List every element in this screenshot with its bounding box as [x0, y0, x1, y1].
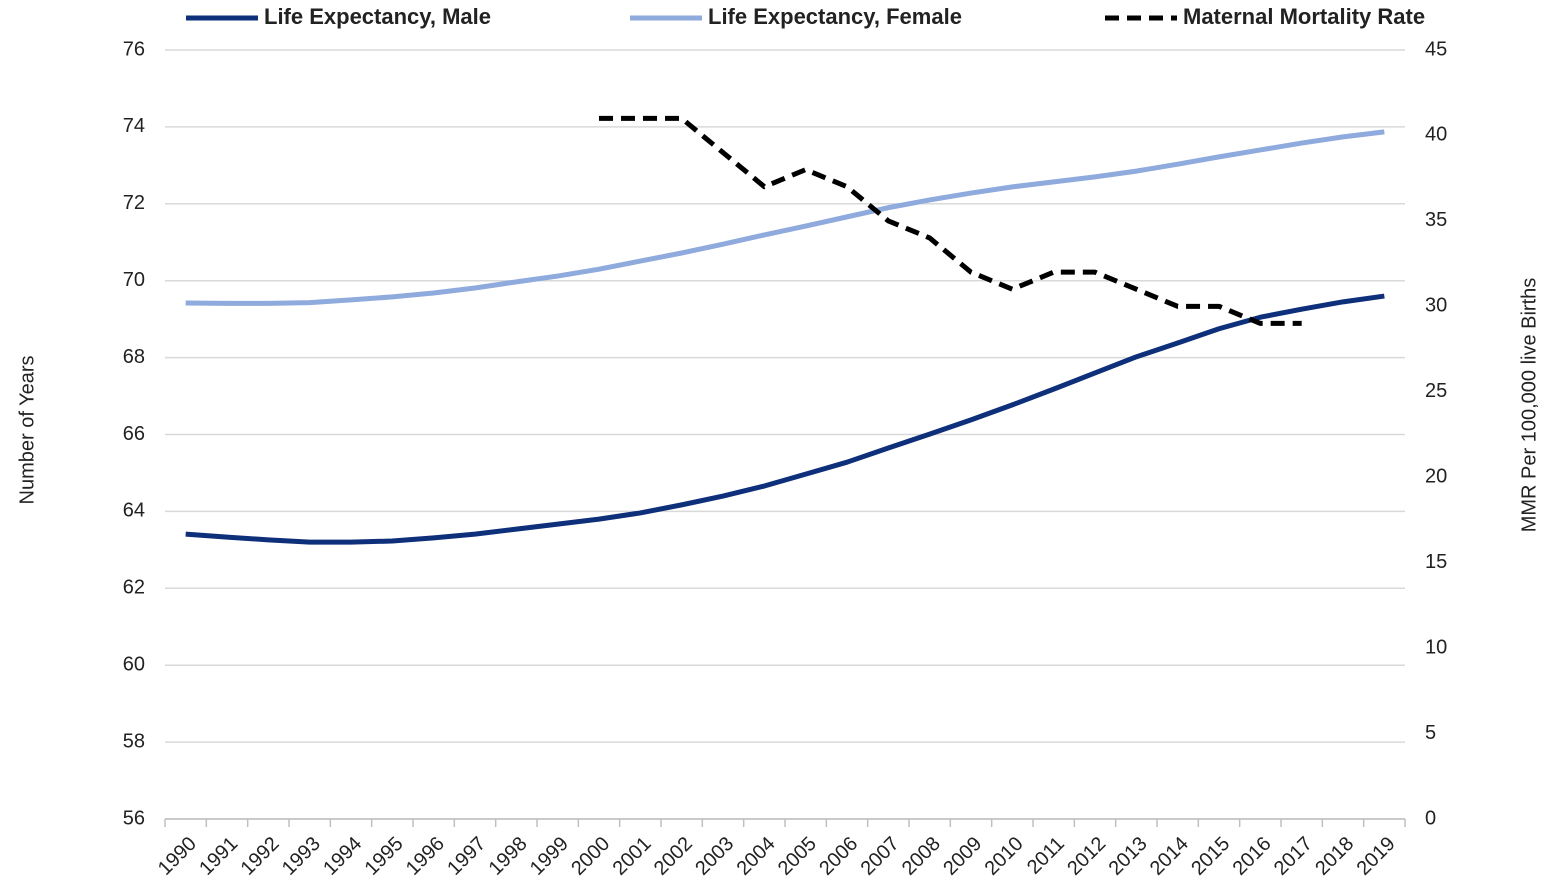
y-tick-label: 68 [123, 346, 145, 368]
x-tick-label: 1999 [526, 833, 573, 880]
y-tick-label: 62 [123, 577, 145, 599]
y-tick-label: 66 [123, 423, 145, 445]
x-tick-label: 2016 [1229, 833, 1276, 880]
x-tick-label: 2006 [815, 833, 862, 880]
y2-tick-label: 0 [1425, 807, 1436, 829]
x-tick-label: 2005 [774, 833, 821, 880]
x-tick-label: 1990 [154, 833, 201, 880]
y-tick-label: 70 [123, 269, 145, 291]
y-tick-label: 58 [123, 730, 145, 752]
x-tick-label: 2012 [1063, 833, 1110, 880]
x-tick-label: 2017 [1270, 833, 1317, 880]
x-tick-label: 2004 [733, 833, 780, 880]
y-tick-label: 60 [123, 653, 145, 675]
x-tick-label: 2000 [567, 833, 614, 880]
x-tick-label: 1997 [443, 833, 490, 880]
legend-label: Life Expectancy, Female [708, 4, 962, 29]
x-tick-label: 2011 [1023, 833, 1069, 879]
y-tick-label: 56 [123, 807, 145, 829]
y-tick-label: 64 [123, 500, 145, 522]
x-tick-label: 2015 [1187, 833, 1234, 880]
x-tick-label: 2001 [609, 833, 656, 880]
series-line [185, 293, 1385, 545]
y2-tick-label: 15 [1425, 551, 1447, 573]
x-tick-label: 2009 [939, 833, 986, 880]
x-tick-label: 2019 [1353, 833, 1400, 880]
y2-tick-label: 45 [1425, 38, 1447, 60]
x-tick-label: 1993 [278, 833, 325, 880]
x-tick-label: 1992 [237, 833, 284, 880]
y2-tick-label: 30 [1425, 295, 1447, 317]
y2-tick-label: 25 [1425, 380, 1447, 402]
legend-label: Life Expectancy, Male [264, 4, 491, 29]
x-tick-label: 2003 [691, 833, 738, 880]
y2-tick-label: 40 [1425, 124, 1447, 146]
x-tick-label: 2002 [650, 833, 697, 880]
legend-label: Maternal Mortality Rate [1183, 4, 1425, 29]
x-tick-label: 1991 [195, 833, 242, 880]
x-tick-label: 1994 [319, 833, 366, 880]
y-tick-label: 76 [123, 38, 145, 60]
y2-axis-title: MMR Per 100,000 live Births [1518, 278, 1540, 533]
x-tick-label: 2007 [857, 833, 904, 880]
y2-tick-label: 5 [1425, 722, 1436, 744]
x-tick-label: 2018 [1311, 833, 1358, 880]
y-axis-title: Number of Years [16, 356, 38, 505]
x-tick-label: 2014 [1146, 833, 1193, 880]
x-tick-label: 2008 [898, 833, 945, 880]
series-line [599, 115, 1302, 326]
series-line [185, 129, 1385, 306]
y2-tick-label: 20 [1425, 466, 1447, 488]
y2-tick-label: 10 [1425, 636, 1447, 658]
y2-tick-label: 35 [1425, 209, 1447, 231]
x-tick-label: 1996 [402, 833, 449, 880]
x-tick-label: 2013 [1105, 833, 1152, 880]
y-tick-label: 72 [123, 192, 145, 214]
y-tick-label: 74 [123, 115, 145, 137]
x-tick-label: 1998 [485, 833, 532, 880]
x-tick-label: 1995 [361, 833, 408, 880]
x-tick-label: 2010 [981, 833, 1028, 880]
